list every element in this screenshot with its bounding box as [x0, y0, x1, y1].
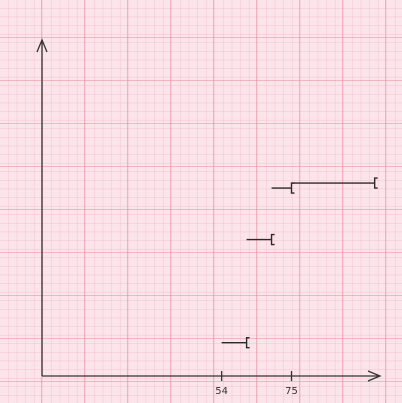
x-tick-label: 54	[215, 386, 228, 397]
chart: 54 75	[0, 0, 402, 403]
page: {"chart_data": {"type": "step", "xlim": …	[0, 0, 402, 403]
x-tick-label: 75	[285, 386, 298, 397]
major-grid	[0, 0, 402, 403]
